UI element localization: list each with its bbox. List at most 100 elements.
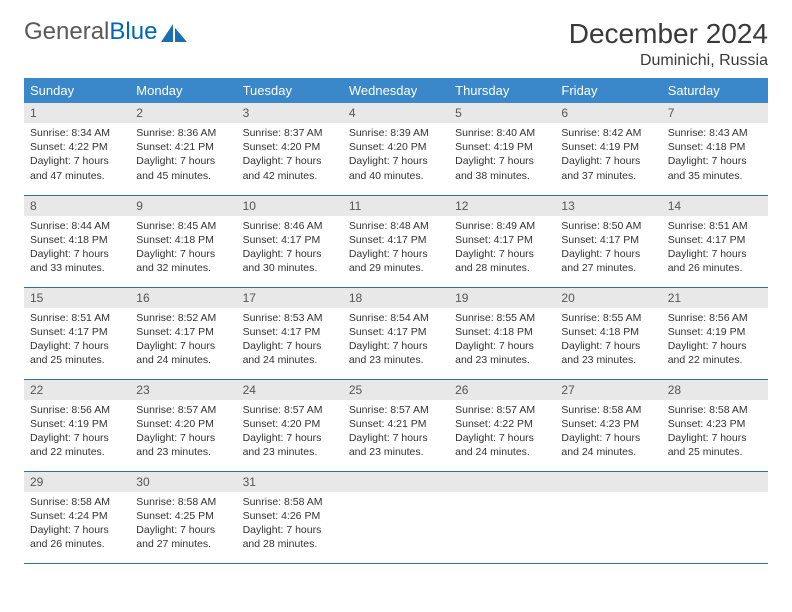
sunset-text: Sunset: 4:23 PM [668,417,762,431]
day-details: Sunrise: 8:52 AMSunset: 4:17 PMDaylight:… [130,308,236,374]
day-details: Sunrise: 8:37 AMSunset: 4:20 PMDaylight:… [237,123,343,189]
calendar-cell: 13Sunrise: 8:50 AMSunset: 4:17 PMDayligh… [555,195,661,287]
calendar-row: 22Sunrise: 8:56 AMSunset: 4:19 PMDayligh… [24,379,768,471]
sunrise-text: Sunrise: 8:55 AM [561,311,655,325]
daylight-text: Daylight: 7 hours and 38 minutes. [455,154,549,182]
day-number: 28 [662,380,768,400]
daylight-text: Daylight: 7 hours and 26 minutes. [668,247,762,275]
calendar-cell: 6Sunrise: 8:42 AMSunset: 4:19 PMDaylight… [555,103,661,195]
calendar-cell: 28Sunrise: 8:58 AMSunset: 4:23 PMDayligh… [662,379,768,471]
daylight-text: Daylight: 7 hours and 32 minutes. [136,247,230,275]
calendar-body: 1Sunrise: 8:34 AMSunset: 4:22 PMDaylight… [24,103,768,563]
day-details: Sunrise: 8:58 AMSunset: 4:24 PMDaylight:… [24,492,130,558]
day-details: Sunrise: 8:57 AMSunset: 4:22 PMDaylight:… [449,400,555,466]
calendar-row: 8 Sunrise: 8:44 AMSunset: 4:18 PM Daylight… [24,195,768,287]
daylight-text: Daylight: 7 hours and 24 minutes. [455,431,549,459]
month-title: December 2024 [569,18,768,50]
weekday-header: Thursday [449,78,555,103]
calendar-head: Sunday Monday Tuesday Wednesday Thursday… [24,78,768,103]
sunset-text: Sunset: 4:19 PM [668,325,762,339]
calendar-cell: 27Sunrise: 8:58 AMSunset: 4:23 PMDayligh… [555,379,661,471]
calendar-cell: 11Sunrise: 8:48 AMSunset: 4:17 PMDayligh… [343,195,449,287]
day-number: 22 [24,380,130,400]
daylight-text: Daylight: 7 hours and 40 minutes. [349,154,443,182]
calendar-cell: 7Sunrise: 8:43 AMSunset: 4:18 PMDaylight… [662,103,768,195]
day-details: Sunrise: 8:56 AMSunset: 4:19 PMDaylight:… [662,308,768,374]
day-number: 24 [237,380,343,400]
empty-day-number [555,472,661,492]
sunrise-text: Sunrise: 8:56 AM [30,403,124,417]
calendar-row: 1Sunrise: 8:34 AMSunset: 4:22 PMDaylight… [24,103,768,195]
day-details: Sunrise: 8:45 AMSunset: 4:18 PMDaylight:… [130,216,236,282]
day-number: 4 [343,103,449,123]
day-details: Sunrise: 8:49 AMSunset: 4:17 PMDaylight:… [449,216,555,282]
sunset-text: Sunset: 4:22 PM [30,140,124,154]
calendar-cell: 25Sunrise: 8:57 AMSunset: 4:21 PMDayligh… [343,379,449,471]
daylight-text: Daylight: 7 hours and 22 minutes. [668,339,762,367]
day-number: 27 [555,380,661,400]
weekday-header: Sunday [24,78,130,103]
calendar-cell: 21Sunrise: 8:56 AMSunset: 4:19 PMDayligh… [662,287,768,379]
sunset-text: Sunset: 4:17 PM [561,233,655,247]
daylight-text: Daylight: 7 hours and 23 minutes. [561,339,655,367]
calendar-cell: 9Sunrise: 8:45 AMSunset: 4:18 PMDaylight… [130,195,236,287]
calendar-cell [555,471,661,563]
day-details: Sunrise: 8:55 AMSunset: 4:18 PMDaylight:… [555,308,661,374]
day-number: 11 [343,196,449,216]
sunrise-text: Sunrise: 8:55 AM [455,311,549,325]
sunset-text: Sunset: 4:17 PM [349,325,443,339]
day-details: Sunrise: 8:53 AMSunset: 4:17 PMDaylight:… [237,308,343,374]
daylight-text: Daylight: 7 hours and 27 minutes. [136,523,230,551]
day-details: Sunrise: 8:56 AMSunset: 4:19 PMDaylight:… [24,400,130,466]
sunset-text: Sunset: 4:18 PM [30,233,124,247]
calendar-cell: 29Sunrise: 8:58 AMSunset: 4:24 PMDayligh… [24,471,130,563]
calendar-cell: 31Sunrise: 8:58 AMSunset: 4:26 PMDayligh… [237,471,343,563]
calendar-cell: 12Sunrise: 8:49 AMSunset: 4:17 PMDayligh… [449,195,555,287]
calendar-cell: 22Sunrise: 8:56 AMSunset: 4:19 PMDayligh… [24,379,130,471]
day-number: 2 [130,103,236,123]
sunrise-text: Sunrise: 8:58 AM [243,495,337,509]
calendar-cell: 26Sunrise: 8:57 AMSunset: 4:22 PMDayligh… [449,379,555,471]
day-details: Sunrise: 8:54 AMSunset: 4:17 PMDaylight:… [343,308,449,374]
sunrise-text: Sunrise: 8:49 AM [455,219,549,233]
sunrise-text: Sunrise: 8:58 AM [30,495,124,509]
calendar-cell: 4Sunrise: 8:39 AMSunset: 4:20 PMDaylight… [343,103,449,195]
calendar-cell: 3Sunrise: 8:37 AMSunset: 4:20 PMDaylight… [237,103,343,195]
daylight-text: Daylight: 7 hours and 25 minutes. [668,431,762,459]
sunrise-text: Sunrise: 8:34 AM [30,126,124,140]
sunrise-text: Sunrise: 8:57 AM [243,403,337,417]
daylight-text: Daylight: 7 hours and 23 minutes. [243,431,337,459]
calendar-cell: 20Sunrise: 8:55 AMSunset: 4:18 PMDayligh… [555,287,661,379]
day-number: 23 [130,380,236,400]
empty-day-number [343,472,449,492]
day-number: 9 [130,196,236,216]
location-subtitle: Duminichi, Russia [569,52,768,70]
calendar-cell: 23Sunrise: 8:57 AMSunset: 4:20 PMDayligh… [130,379,236,471]
brand-word2: Blue [109,18,157,45]
sunset-text: Sunset: 4:17 PM [30,325,124,339]
calendar-cell: 24Sunrise: 8:57 AMSunset: 4:20 PMDayligh… [237,379,343,471]
sunset-text: Sunset: 4:26 PM [243,509,337,523]
day-details: Sunrise: 8:51 AMSunset: 4:17 PMDaylight:… [662,216,768,282]
day-details: Sunrise: 8:46 AMSunset: 4:17 PMDaylight:… [237,216,343,282]
daylight-text: Daylight: 7 hours and 45 minutes. [136,154,230,182]
sunrise-text: Sunrise: 8:53 AM [243,311,337,325]
sunrise-text: Sunrise: 8:54 AM [349,311,443,325]
day-number: 21 [662,288,768,308]
day-number: 8 [24,196,130,216]
daylight-text: Daylight: 7 hours and 22 minutes. [30,431,124,459]
calendar-cell [662,471,768,563]
brand-logo: GeneralBlue [24,18,189,46]
day-details: Sunrise: 8:42 AMSunset: 4:19 PMDaylight:… [555,123,661,189]
sunset-text: Sunset: 4:19 PM [455,140,549,154]
day-details: Sunrise: 8:50 AMSunset: 4:17 PMDaylight:… [555,216,661,282]
sunset-text: Sunset: 4:21 PM [136,140,230,154]
sunset-text: Sunset: 4:18 PM [455,325,549,339]
calendar-cell: 15Sunrise: 8:51 AMSunset: 4:17 PMDayligh… [24,287,130,379]
day-number: 15 [24,288,130,308]
sunrise-text: Sunrise: 8:52 AM [136,311,230,325]
sunrise-text: Sunrise: 8:44 AM [30,219,124,233]
sunset-text: Sunset: 4:21 PM [349,417,443,431]
sunset-text: Sunset: 4:20 PM [243,140,337,154]
daylight-text: Daylight: 7 hours and 47 minutes. [30,154,124,182]
